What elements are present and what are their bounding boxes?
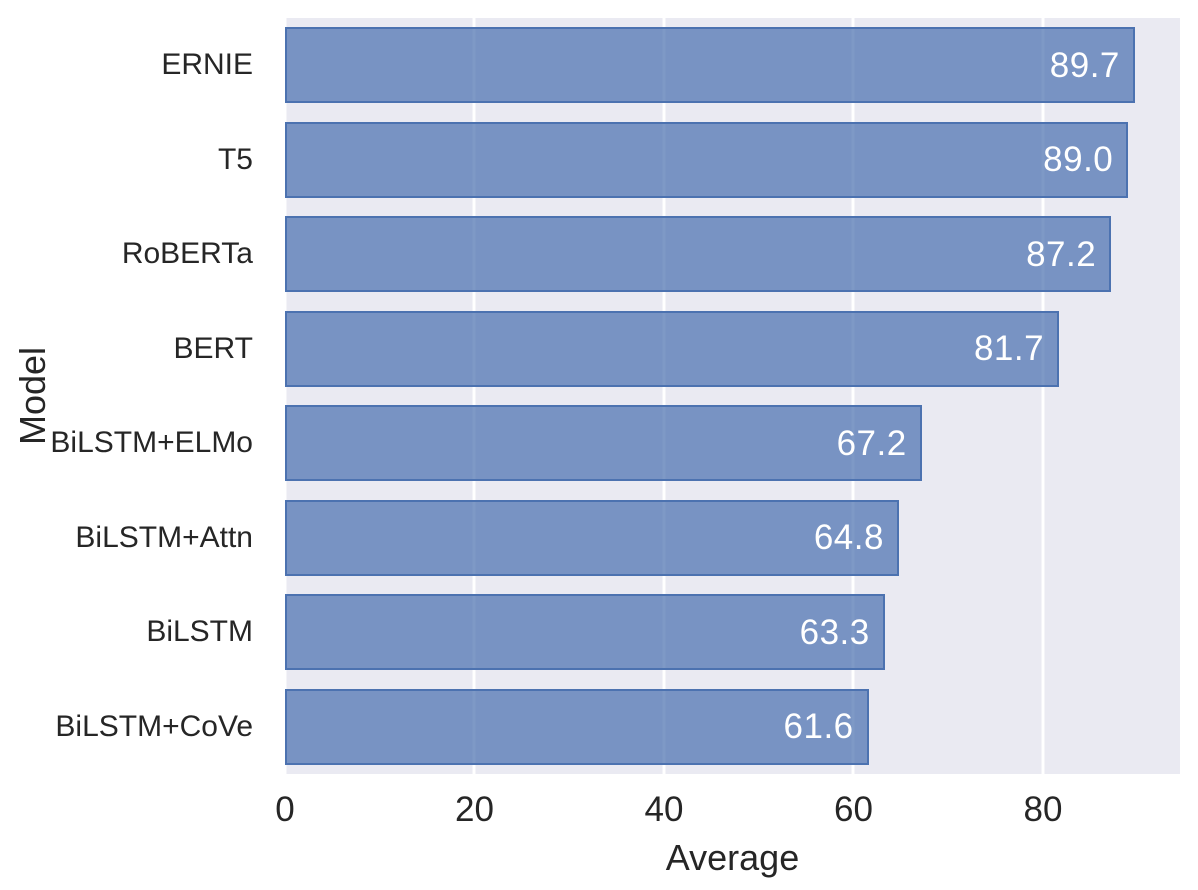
bar-row: 87.2 xyxy=(285,207,1180,302)
x-tick-label: 80 xyxy=(1023,790,1063,829)
bar-value-label: 89.7 xyxy=(1049,45,1120,85)
bar-row: 81.7 xyxy=(285,302,1180,397)
y-tick-labels: ERNIE T5 RoBERTa BERT BiLSTM+ELMo BiLSTM+Attn… xyxy=(0,18,269,774)
y-tick-label: BiLSTM+CoVe xyxy=(55,709,253,743)
x-tick-labels: 0 20 40 60 80 xyxy=(275,790,1180,830)
x-tick-label: 60 xyxy=(834,790,873,829)
bar-bilstm: 63.3 xyxy=(285,594,885,671)
bar-bilstm-elmo: 67.2 xyxy=(285,405,922,482)
bar-roberta: 87.2 xyxy=(285,216,1112,293)
bar-value-label: 89.0 xyxy=(1043,140,1114,180)
bar-value-label: 67.2 xyxy=(836,423,907,463)
gridline xyxy=(283,18,287,774)
y-tick-label: T5 xyxy=(217,142,253,176)
x-axis-title: Average xyxy=(665,837,800,878)
bar-row: 61.6 xyxy=(285,680,1180,775)
gridline xyxy=(472,18,476,774)
bar-value-label: 63.3 xyxy=(799,612,870,652)
bar-value-label: 61.6 xyxy=(783,707,854,747)
y-tick-label: RoBERTa xyxy=(121,237,253,271)
bar-ernie: 89.7 xyxy=(285,27,1135,104)
bar-row: 89.0 xyxy=(285,113,1180,208)
gridline xyxy=(851,18,855,774)
y-tick-label: BiLSTM+Attn xyxy=(75,520,253,554)
bar-row: 63.3 xyxy=(285,585,1180,680)
bar-bert: 81.7 xyxy=(285,310,1060,387)
y-tick-label: BERT xyxy=(173,331,253,365)
bar-row: 89.7 xyxy=(285,18,1180,113)
y-tick-label: ERNIE xyxy=(161,48,253,82)
bar-value-label: 64.8 xyxy=(813,518,884,558)
bar-row: 67.2 xyxy=(285,396,1180,491)
bar-value-label: 87.2 xyxy=(1026,234,1097,274)
gridline xyxy=(662,18,666,774)
x-tick-label: 0 xyxy=(275,790,295,829)
bar-row: 64.8 xyxy=(285,491,1180,586)
gridline xyxy=(1041,18,1045,774)
x-tick-label: 20 xyxy=(455,790,494,829)
bar-t5: 89.0 xyxy=(285,121,1129,198)
bar-value-label: 81.7 xyxy=(973,329,1045,369)
plot-area: 89.7 89.0 87.2 81.7 67.2 64.8 63.3 61.6 xyxy=(283,18,1180,775)
bar-bilstm-attn: 64.8 xyxy=(285,499,899,576)
x-tick-label: 40 xyxy=(644,790,684,829)
y-tick-label: BiLSTM xyxy=(146,615,253,649)
bar-bilstm-cove: 61.6 xyxy=(285,688,869,765)
y-tick-label: BiLSTM+ELMo xyxy=(50,426,253,460)
